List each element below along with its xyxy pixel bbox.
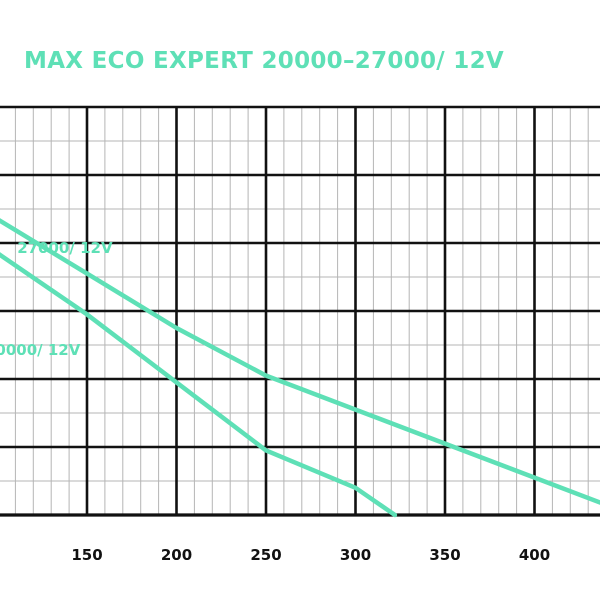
series-line-20000	[0, 252, 398, 518]
series-label-20000: 20000/ 12V	[0, 341, 81, 359]
major-gridlines	[0, 105, 600, 517]
x-tick-label: 150	[71, 546, 102, 564]
x-axis-tick-labels: 150 200 250 300 350 400	[71, 546, 550, 564]
x-tick-label: 250	[250, 546, 281, 564]
series-lines	[0, 218, 600, 518]
x-tick-label: 400	[519, 546, 550, 564]
x-tick-label: 350	[429, 546, 460, 564]
x-tick-label: 200	[161, 546, 192, 564]
series-labels: 27000/ 12V 20000/ 12V	[0, 239, 113, 359]
x-tick-label: 300	[340, 546, 371, 564]
series-line-27000	[0, 218, 600, 505]
chart-title-text: MAX ECO EXPERT 20000–27000/ 12V	[24, 48, 505, 74]
series-label-27000: 27000/ 12V	[17, 239, 113, 257]
